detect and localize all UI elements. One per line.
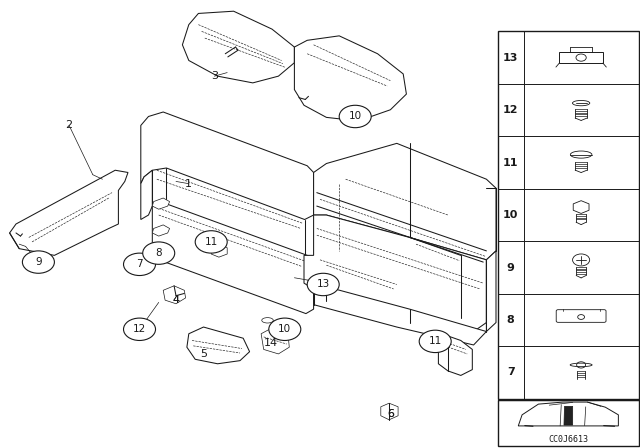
Polygon shape: [187, 327, 250, 364]
Text: 11: 11: [205, 237, 218, 247]
Text: 10: 10: [503, 210, 518, 220]
Text: 9: 9: [35, 257, 42, 267]
Polygon shape: [314, 287, 486, 345]
Polygon shape: [10, 170, 128, 255]
Polygon shape: [381, 403, 398, 420]
Text: CC0J6613: CC0J6613: [548, 435, 588, 444]
Text: 8: 8: [507, 315, 515, 325]
Polygon shape: [204, 233, 225, 254]
Text: 11: 11: [503, 158, 518, 168]
Polygon shape: [261, 328, 289, 354]
Polygon shape: [438, 336, 472, 375]
Text: 4: 4: [172, 295, 180, 305]
Text: 13: 13: [317, 280, 330, 289]
Polygon shape: [211, 244, 227, 257]
Polygon shape: [152, 225, 170, 236]
Text: 3: 3: [211, 71, 218, 81]
Polygon shape: [163, 286, 186, 304]
Circle shape: [124, 253, 156, 276]
Circle shape: [143, 242, 175, 264]
Bar: [498, 31, 639, 399]
Polygon shape: [141, 112, 314, 220]
Circle shape: [124, 318, 156, 340]
Circle shape: [195, 231, 227, 253]
Polygon shape: [314, 143, 496, 260]
Polygon shape: [518, 402, 618, 426]
Text: 6: 6: [387, 409, 394, 419]
Polygon shape: [182, 11, 294, 83]
Text: 2: 2: [65, 121, 73, 130]
Circle shape: [22, 251, 54, 273]
Circle shape: [269, 318, 301, 340]
Text: 12: 12: [503, 105, 518, 115]
Polygon shape: [152, 198, 170, 209]
Text: 9: 9: [507, 263, 515, 272]
Text: 4: 4: [173, 295, 179, 305]
Polygon shape: [564, 406, 573, 425]
Text: 5: 5: [200, 349, 207, 359]
Circle shape: [307, 273, 339, 296]
Text: 12: 12: [133, 324, 146, 334]
Polygon shape: [486, 251, 496, 332]
Text: 10: 10: [349, 112, 362, 121]
Text: 7: 7: [507, 367, 515, 378]
Bar: [559, 52, 603, 63]
Text: 6: 6: [387, 409, 394, 419]
Text: 8: 8: [156, 248, 162, 258]
Circle shape: [419, 330, 451, 353]
Text: 10: 10: [278, 324, 291, 334]
Polygon shape: [573, 201, 589, 213]
Text: 13: 13: [503, 52, 518, 63]
Polygon shape: [304, 215, 486, 332]
Text: 1: 1: [186, 179, 192, 189]
Ellipse shape: [262, 318, 273, 323]
Bar: [498, 400, 639, 446]
Polygon shape: [294, 36, 406, 121]
Text: 11: 11: [429, 336, 442, 346]
Polygon shape: [141, 170, 152, 220]
Circle shape: [339, 105, 371, 128]
Text: 14: 14: [264, 338, 278, 348]
Text: 7: 7: [136, 259, 143, 269]
Polygon shape: [152, 204, 314, 314]
